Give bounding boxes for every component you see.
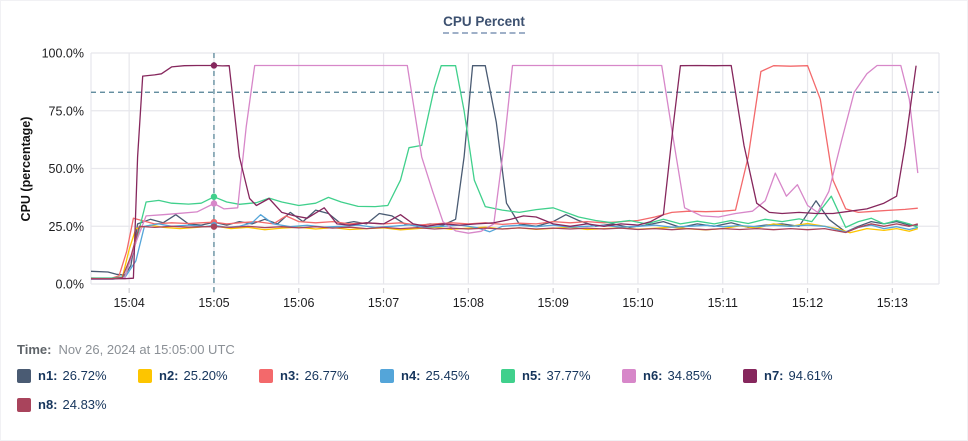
- legend-item-n3[interactable]: n3: 26.77%: [259, 368, 380, 383]
- x-tick-label-15:06: 15:06: [283, 296, 314, 310]
- chart-title-row: CPU Percent: [1, 13, 967, 34]
- legend-series-name: n5:: [522, 368, 542, 383]
- y-tick-label-50: 50.0%: [49, 162, 84, 176]
- series-line-n7[interactable]: [91, 64, 917, 280]
- legend-swatch: [743, 368, 757, 383]
- y-tick-label-25: 25.0%: [49, 220, 84, 234]
- cursor-marker-n8: [210, 223, 218, 230]
- legend-swatch: [501, 368, 515, 383]
- legend-item-n6[interactable]: n6: 34.85%: [622, 368, 743, 383]
- y-tick-label-75: 75.0%: [49, 104, 84, 118]
- legend-item-n5[interactable]: n5: 37.77%: [501, 368, 622, 383]
- legend-series-value: 34.85%: [667, 368, 712, 383]
- x-tick-label-15:04: 15:04: [114, 296, 145, 310]
- x-tick-label-15:08: 15:08: [453, 296, 484, 310]
- x-tick-label-15:05: 15:05: [198, 296, 229, 310]
- legend-swatch: [17, 368, 31, 383]
- legend-series-name: n1:: [38, 368, 58, 383]
- cursor-time-row: Time: Nov 26, 2024 at 15:05:00 UTC: [17, 342, 235, 357]
- x-tick-label-15:09: 15:09: [538, 296, 569, 310]
- chart-legend: n1: 26.72% n2: 25.20% n3: 26.77% n4: 25.…: [17, 368, 957, 412]
- legend-series-name: n6:: [643, 368, 663, 383]
- legend-item-n4[interactable]: n4: 25.45%: [380, 368, 501, 383]
- cursor-marker-n7: [210, 62, 218, 69]
- legend-swatch: [17, 397, 31, 412]
- legend-item-n8[interactable]: n8: 24.83%: [17, 397, 138, 412]
- legend-swatch: [259, 368, 273, 383]
- x-tick-label-15:07: 15:07: [368, 296, 399, 310]
- legend-series-value: 26.77%: [304, 368, 349, 383]
- x-tick-label-15:13: 15:13: [877, 296, 908, 310]
- legend-swatch: [380, 368, 394, 383]
- legend-series-name: n2:: [159, 368, 179, 383]
- y-axis-title: CPU (percentage): [19, 116, 33, 222]
- legend-swatch: [622, 368, 636, 383]
- series-line-n5[interactable]: [91, 65, 919, 279]
- legend-series-name: n7:: [764, 368, 784, 383]
- cpu-line-chart[interactable]: 100.0% 75.0% 50.0% 25.0% 0.0% 15:04 15:05 15:06…: [1, 1, 968, 331]
- x-tick-label-15:12: 15:12: [792, 296, 823, 310]
- legend-series-value: 94.61%: [788, 368, 833, 383]
- time-value: Nov 26, 2024 at 15:05:00 UTC: [58, 342, 235, 357]
- legend-series-name: n8:: [38, 397, 58, 412]
- legend-series-value: 24.83%: [62, 397, 107, 412]
- series-line-n6[interactable]: [91, 64, 919, 280]
- cursor-marker-n5: [210, 193, 218, 200]
- chart-title[interactable]: CPU Percent: [443, 14, 525, 34]
- legend-series-value: 37.77%: [546, 368, 591, 383]
- legend-series-value: 25.45%: [425, 368, 470, 383]
- cursor-marker-n6: [210, 200, 218, 207]
- x-tick-label-15:11: 15:11: [708, 296, 738, 310]
- legend-item-n7[interactable]: n7: 94.61%: [743, 368, 864, 383]
- legend-series-value: 26.72%: [62, 368, 107, 383]
- series-line-n2[interactable]: [91, 222, 918, 280]
- legend-item-n1[interactable]: n1: 26.72%: [17, 368, 138, 383]
- legend-series-name: n4:: [401, 368, 421, 383]
- legend-swatch: [138, 368, 152, 383]
- y-tick-label-100: 100.0%: [42, 47, 84, 61]
- legend-series-name: n3:: [280, 368, 300, 383]
- time-label: Time:: [17, 342, 52, 357]
- series-line-n1[interactable]: [90, 65, 918, 276]
- series-line-n8[interactable]: [90, 223, 918, 280]
- x-tick-label-15:10: 15:10: [622, 296, 653, 310]
- y-tick-label-0: 0.0%: [56, 278, 85, 292]
- legend-series-value: 25.20%: [183, 368, 228, 383]
- series-line-n3[interactable]: [90, 65, 918, 280]
- legend-item-n2[interactable]: n2: 25.20%: [138, 368, 259, 383]
